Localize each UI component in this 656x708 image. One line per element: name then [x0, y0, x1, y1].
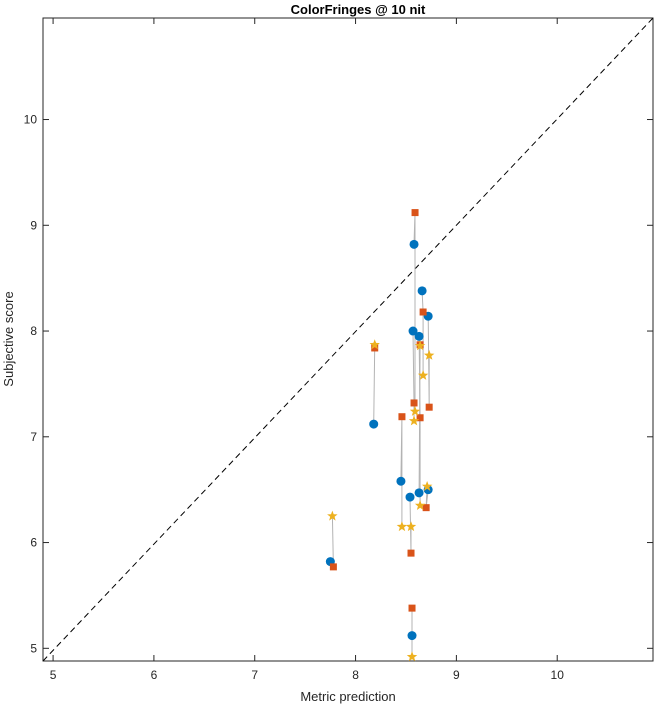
- y-tick-label: 6: [30, 536, 37, 550]
- data-point-square: [408, 604, 416, 612]
- data-point-star: [327, 510, 338, 521]
- x-tick-label: 7: [251, 668, 258, 682]
- x-axis-label: Metric prediction: [300, 689, 395, 704]
- data-point-square: [419, 308, 427, 316]
- data-point-square: [422, 504, 430, 512]
- y-tick-label: 10: [24, 113, 38, 127]
- data-point-square: [371, 344, 379, 352]
- x-tick-label: 5: [50, 668, 57, 682]
- data-point-square: [416, 414, 424, 422]
- chart-title: ColorFringes @ 10 nit: [291, 2, 426, 17]
- data-point-star: [408, 415, 420, 426]
- data-point-circle: [396, 476, 406, 486]
- data-point-star: [405, 521, 417, 532]
- data-point-square: [425, 403, 433, 411]
- data-point-circle: [408, 326, 418, 336]
- data-point-star: [396, 521, 408, 532]
- y-tick-label: 8: [30, 324, 37, 338]
- data-point-circle: [407, 631, 417, 641]
- x-tick-label: 6: [151, 668, 158, 682]
- data-point-star: [406, 651, 418, 662]
- x-tick-label: 8: [352, 668, 359, 682]
- data-point-star: [409, 405, 421, 416]
- x-tick-label: 9: [453, 668, 460, 682]
- data-point-star: [414, 500, 426, 510]
- data-point-star: [369, 339, 380, 350]
- data-point-square: [411, 209, 419, 217]
- data-point-square: [398, 413, 406, 421]
- data-point-circle: [414, 488, 424, 498]
- data-point-star: [417, 370, 429, 380]
- data-point-circle: [417, 286, 427, 296]
- reference-line-layer: [42, 17, 654, 662]
- data-markers: [325, 209, 435, 662]
- y-tick-label: 5: [30, 641, 37, 655]
- data-point-circle: [414, 331, 424, 341]
- data-point-circle: [405, 492, 415, 502]
- data-point-star: [423, 349, 435, 360]
- data-point-square: [410, 399, 418, 407]
- data-point-square: [407, 549, 415, 557]
- y-tick-label: 7: [30, 430, 37, 444]
- y-tick-label: 9: [30, 218, 37, 232]
- data-point-circle: [369, 419, 379, 429]
- y-axis-label: Subjective score: [1, 291, 16, 386]
- x-tick-label: 10: [551, 668, 565, 682]
- data-point-square: [329, 563, 337, 571]
- identity-reference-line: [42, 17, 654, 662]
- data-point-circle: [409, 239, 419, 249]
- data-point-star: [414, 340, 426, 351]
- axis-ticks: 5 6 7 8 9 10 5 6 7 8 9 10: [24, 18, 653, 682]
- data-point-star: [421, 481, 433, 491]
